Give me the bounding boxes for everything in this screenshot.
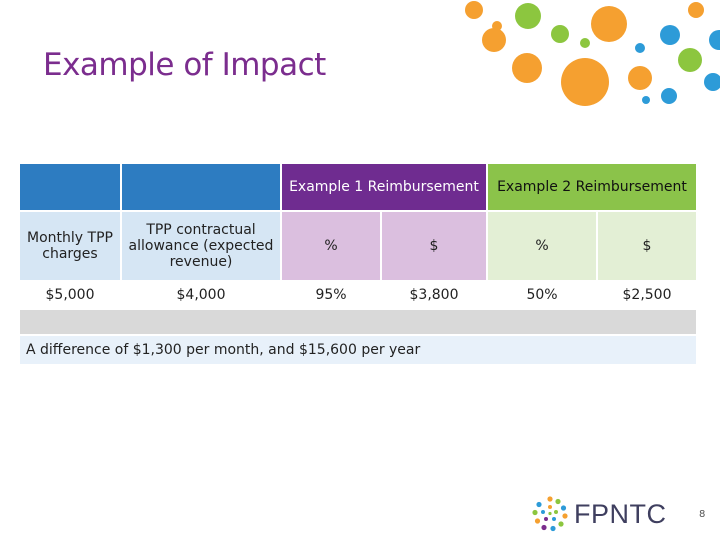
table-row: $5,000 $4,000 95% $3,800 50% $2,500 bbox=[20, 282, 696, 308]
table-empty-row bbox=[20, 310, 696, 334]
dot bbox=[661, 88, 677, 104]
dot bbox=[704, 73, 720, 91]
dot bbox=[512, 53, 542, 83]
dot bbox=[678, 48, 702, 72]
dot bbox=[561, 58, 609, 106]
decorative-dots bbox=[465, 1, 720, 106]
header-empty-cell bbox=[122, 164, 280, 210]
empty-cell bbox=[20, 310, 696, 334]
dot bbox=[515, 3, 541, 29]
cell-monthly: $5,000 bbox=[20, 282, 120, 308]
dot bbox=[635, 43, 645, 53]
subheader-contractual: TPP contractual allowance (expected reve… bbox=[122, 212, 280, 280]
dot bbox=[482, 28, 506, 52]
dot bbox=[688, 2, 704, 18]
subheader-ex1-amt: $ bbox=[382, 212, 486, 280]
header-empty-cell bbox=[20, 164, 120, 210]
slide-title: Example of Impact bbox=[43, 47, 326, 83]
dot bbox=[660, 25, 680, 45]
impact-table: Example 1 Reimbursement Example 2 Reimbu… bbox=[18, 162, 698, 366]
cell-ex1-amt: $3,800 bbox=[382, 282, 486, 308]
dot bbox=[551, 25, 569, 43]
cell-ex2-amt: $2,500 bbox=[598, 282, 696, 308]
subheader-ex1-pct: % bbox=[282, 212, 380, 280]
subheader-ex2-amt: $ bbox=[598, 212, 696, 280]
fpntc-logo: FPNTC bbox=[532, 496, 667, 532]
dot bbox=[580, 38, 590, 48]
header-example1: Example 1 Reimbursement bbox=[282, 164, 486, 210]
subheader-ex2-pct: % bbox=[488, 212, 596, 280]
subheader-monthly: Monthly TPP charges bbox=[20, 212, 120, 280]
dot bbox=[628, 66, 652, 90]
table-note-row: A difference of $1,300 per month, and $1… bbox=[20, 336, 696, 364]
cell-contractual: $4,000 bbox=[122, 282, 280, 308]
difference-note: A difference of $1,300 per month, and $1… bbox=[20, 336, 696, 364]
table-subheader-row: Monthly TPP charges TPP contractual allo… bbox=[20, 212, 696, 280]
logo-text: FPNTC bbox=[574, 498, 667, 529]
table-header-row: Example 1 Reimbursement Example 2 Reimbu… bbox=[20, 164, 696, 210]
dot bbox=[465, 1, 483, 19]
header-example2: Example 2 Reimbursement bbox=[488, 164, 696, 210]
dot bbox=[709, 30, 720, 50]
cell-ex1-pct: 95% bbox=[282, 282, 380, 308]
dot bbox=[591, 6, 627, 42]
cell-ex2-pct: 50% bbox=[488, 282, 596, 308]
dot bbox=[642, 96, 650, 104]
page-number: 8 bbox=[699, 509, 706, 520]
logo-dots-icon bbox=[532, 496, 568, 532]
